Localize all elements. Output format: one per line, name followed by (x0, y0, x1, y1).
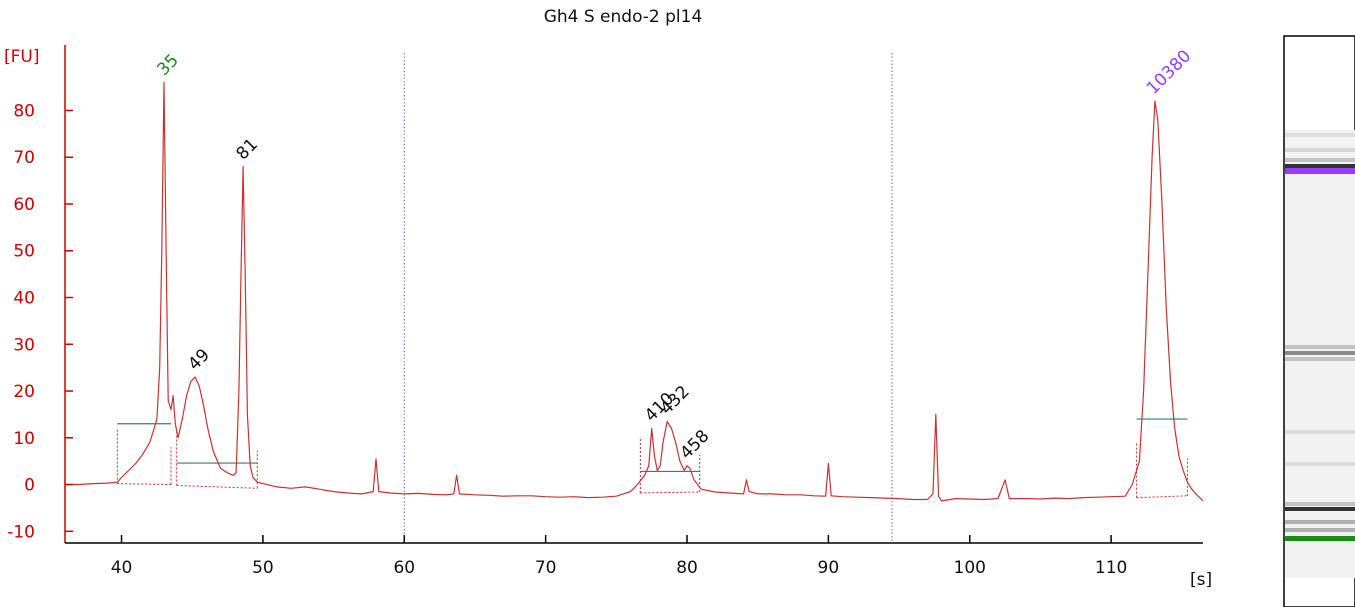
peak-floor (640, 491, 700, 494)
peak-label: 35 (153, 50, 182, 79)
y-tick-label: -10 (7, 522, 35, 542)
x-tick-label: 80 (676, 558, 698, 578)
trace-series (65, 81, 1204, 502)
gel-smear-band (1285, 133, 1355, 137)
peak-label: 10380 (1143, 46, 1195, 98)
peak-floor (117, 483, 172, 486)
gel-lower-marker-band (1285, 536, 1355, 541)
x-tick-label: 110 (1095, 558, 1127, 578)
peak-floor (1136, 495, 1188, 499)
y-tick-label: 70 (13, 148, 35, 168)
gel-upper-marker-band (1285, 168, 1355, 174)
y-tick-label: 30 (13, 335, 35, 355)
gel-smear-band (1285, 357, 1355, 361)
y-axis-unit: [FU] (4, 47, 40, 67)
gel-smear-band (1285, 430, 1355, 434)
chart-title: Gh4 S endo-2 pl14 (544, 7, 703, 27)
peak-label: 458 (676, 426, 713, 463)
gel-band (1285, 507, 1355, 511)
y-tick-label: 10 (13, 429, 35, 449)
y-tick-label: 80 (13, 101, 35, 121)
gel-smear-band (1285, 520, 1355, 524)
gel-smear-band (1285, 158, 1355, 162)
y-tick-label: 50 (13, 242, 35, 262)
y-tick-label: 60 (13, 195, 35, 215)
gel-smear-band (1285, 528, 1355, 532)
gel-smear-band (1285, 345, 1355, 349)
gel-smear-band (1285, 502, 1355, 506)
gel-smear-band (1285, 462, 1355, 466)
peak-floor (176, 484, 258, 489)
x-tick-label: 70 (535, 558, 557, 578)
y-tick-label: 20 (13, 382, 35, 402)
x-tick-label: 90 (818, 558, 840, 578)
peak-label: 81 (233, 135, 262, 164)
y-tick-label: 0 (24, 476, 35, 496)
peak-label: 49 (184, 345, 213, 374)
x-tick-label: 100 (954, 558, 986, 578)
gel-smear-band (1285, 148, 1355, 152)
y-tick-label: 40 (13, 289, 35, 309)
x-tick-label: 40 (111, 558, 133, 578)
x-axis-unit: [s] (1190, 570, 1212, 590)
gel-band (1285, 164, 1355, 168)
x-tick-label: 50 (252, 558, 274, 578)
gel-smear-band (1285, 351, 1355, 355)
x-tick-label: 60 (393, 558, 415, 578)
